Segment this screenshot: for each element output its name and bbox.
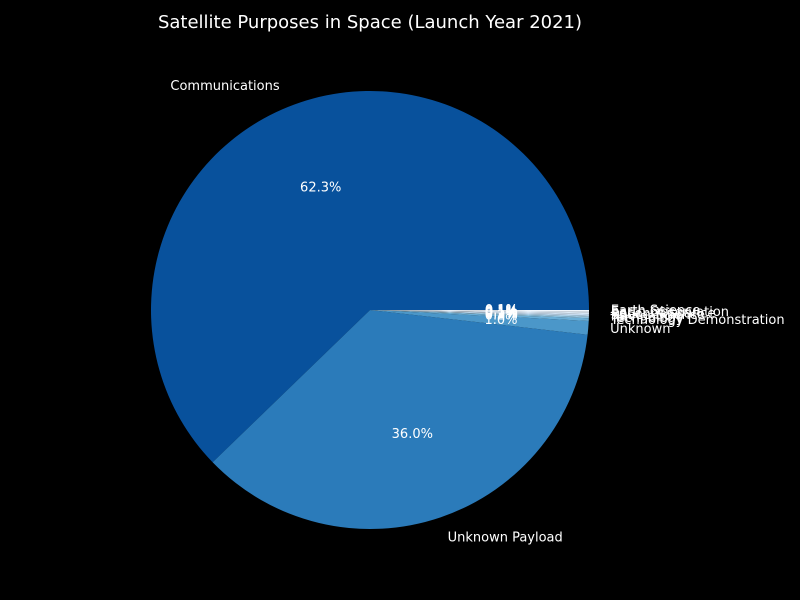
chart-title: Satellite Purposes in Space (Launch Year… xyxy=(158,12,582,33)
percentage-labels: 62.3%36.0%1.0%0.2%0.1%0.1%0.1%0.1%0.1%0.… xyxy=(300,181,518,442)
slice-percentage-label: 0.2% xyxy=(485,308,518,323)
pie-slice xyxy=(370,310,589,319)
slice-percentage-label: 36.0% xyxy=(392,427,433,442)
slice-percentage-label: 0.1% xyxy=(485,305,518,320)
pie-slices xyxy=(151,90,590,529)
slice-category-label: Navigation xyxy=(611,309,681,324)
slice-category-label: Technology Demonstration xyxy=(610,313,785,328)
slice-percentage-label: 0.1% xyxy=(485,303,518,318)
slice-category-label: Earth Observation xyxy=(611,305,729,320)
pie-slice xyxy=(370,310,589,321)
slice-category-label: Earth Science xyxy=(611,303,700,318)
slice-percentage-label: 0.1% xyxy=(485,304,518,319)
slice-category-label: Technology xyxy=(610,311,684,326)
pie-slice xyxy=(370,310,589,316)
slice-percentage-label: 0.1% xyxy=(485,307,518,322)
pie-slice xyxy=(370,310,589,335)
slice-category-label: Unknown xyxy=(610,322,670,337)
pie-slice xyxy=(370,310,589,313)
pie-slice xyxy=(151,90,590,463)
slice-percentage-label: 62.3% xyxy=(300,181,341,196)
slice-category-label: Unknown Payload xyxy=(448,531,563,546)
category-labels: Communications Unknown Payload UnknownTech… xyxy=(170,79,784,545)
slice-category-label: Reconnaissance xyxy=(611,306,716,321)
slice-percentage-label: 0.1% xyxy=(485,306,518,321)
slice-category-label: Communications xyxy=(170,79,279,94)
pie-slice xyxy=(212,310,588,529)
pie-slice xyxy=(370,310,589,317)
pie-slice xyxy=(370,310,589,315)
slice-category-label: Space Science xyxy=(611,308,705,323)
pie-slice xyxy=(370,310,589,312)
slice-percentage-label: 1.0% xyxy=(484,313,517,328)
slice-percentage-label: 0.1% xyxy=(485,305,518,320)
